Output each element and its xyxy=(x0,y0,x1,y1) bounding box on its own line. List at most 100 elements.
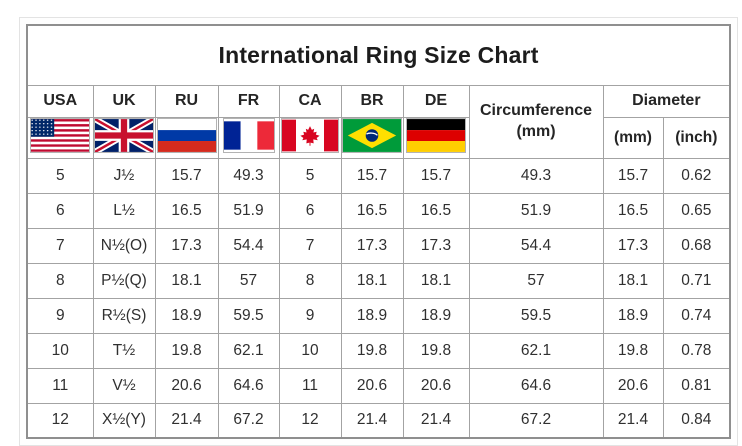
cell-diameter-mm: 21.4 xyxy=(602,402,664,439)
cell-ru-size: 19.8 xyxy=(154,332,219,369)
cell-ca-size: 8 xyxy=(278,262,342,299)
cell-usa-size: 8 xyxy=(26,262,94,299)
fr-flag-icon xyxy=(222,118,275,153)
cell-ca-size: 11 xyxy=(278,367,342,404)
cell-ca-size: 10 xyxy=(278,332,342,369)
cell-diameter-inch: 0.68 xyxy=(662,227,731,264)
table-row: 7 N½(O) 17.3 54.4 7 17.3 17.3 54.4 17.3 … xyxy=(26,227,731,264)
chart-frame: International Ring Size Chart USA UK RU … xyxy=(19,17,739,446)
us-flag-icon xyxy=(30,118,91,153)
table-row: 6 L½ 16.5 51.9 6 16.5 16.5 51.9 16.5 0.6… xyxy=(26,192,731,229)
cell-usa-size: 7 xyxy=(26,227,94,264)
cell-br-size: 17.3 xyxy=(340,227,404,264)
country-codes-row: USA UK RU FR CA BR DE Circumference (mm)… xyxy=(26,84,731,159)
table-row: 11 V½ 20.6 64.6 11 20.6 20.6 64.6 20.6 0… xyxy=(26,367,731,404)
cell-usa-size: 6 xyxy=(26,192,94,229)
column-header-circumference: Circumference (mm) xyxy=(468,84,604,159)
page-title: International Ring Size Chart xyxy=(26,24,731,86)
cell-diameter-mm: 17.3 xyxy=(602,227,664,264)
cell-de-size: 21.4 xyxy=(402,402,470,439)
cell-ca-size: 5 xyxy=(278,157,342,194)
cell-fr-size: 64.6 xyxy=(217,367,280,404)
cell-de-size: 18.9 xyxy=(402,297,470,334)
ring-size-table: International Ring Size Chart USA UK RU … xyxy=(26,24,732,439)
table-row: 5 J½ 15.7 49.3 5 15.7 15.7 49.3 15.7 0.6… xyxy=(26,157,731,194)
cell-usa-size: 9 xyxy=(26,297,94,334)
flag-cell-fr xyxy=(217,116,280,159)
cell-ca-size: 7 xyxy=(278,227,342,264)
cell-circumference-mm: 67.2 xyxy=(468,402,604,439)
cell-de-size: 19.8 xyxy=(402,332,470,369)
cell-fr-size: 54.4 xyxy=(217,227,280,264)
column-header-diameter-mm: (mm) xyxy=(602,116,664,159)
cell-fr-size: 57 xyxy=(217,262,280,299)
cell-diameter-mm: 19.8 xyxy=(602,332,664,369)
cell-uk-size: R½(S) xyxy=(92,297,156,334)
uk-flag-icon xyxy=(94,118,154,153)
cell-de-size: 16.5 xyxy=(402,192,470,229)
cell-fr-size: 62.1 xyxy=(217,332,280,369)
cell-usa-size: 11 xyxy=(26,367,94,404)
cell-uk-size: N½(O) xyxy=(92,227,156,264)
cell-ru-size: 21.4 xyxy=(154,402,219,439)
cell-circumference-mm: 51.9 xyxy=(468,192,604,229)
cell-uk-size: P½(Q) xyxy=(92,262,156,299)
cell-fr-size: 59.5 xyxy=(217,297,280,334)
cell-usa-size: 5 xyxy=(26,157,94,194)
cell-diameter-inch: 0.78 xyxy=(662,332,731,369)
flag-cell-ca xyxy=(278,116,342,159)
cell-de-size: 17.3 xyxy=(402,227,470,264)
cell-uk-size: L½ xyxy=(92,192,156,229)
cell-ca-size: 6 xyxy=(278,192,342,229)
flag-cell-usa xyxy=(26,116,94,159)
cell-diameter-inch: 0.81 xyxy=(662,367,731,404)
table-row: 9 R½(S) 18.9 59.5 9 18.9 18.9 59.5 18.9 … xyxy=(26,297,731,334)
cell-diameter-inch: 0.74 xyxy=(662,297,731,334)
flag-cell-uk xyxy=(92,116,156,159)
cell-ru-size: 20.6 xyxy=(154,367,219,404)
cell-ru-size: 16.5 xyxy=(154,192,219,229)
cell-circumference-mm: 49.3 xyxy=(468,157,604,194)
cell-br-size: 20.6 xyxy=(340,367,404,404)
column-header-fr: FR xyxy=(217,84,280,118)
cell-br-size: 21.4 xyxy=(340,402,404,439)
flag-cell-de xyxy=(402,116,470,159)
cell-diameter-inch: 0.65 xyxy=(662,192,731,229)
cell-uk-size: V½ xyxy=(92,367,156,404)
cell-diameter-inch: 0.71 xyxy=(662,262,731,299)
br-flag-icon xyxy=(342,118,402,153)
cell-br-size: 15.7 xyxy=(340,157,404,194)
column-header-diameter: Diameter xyxy=(602,84,731,118)
flag-cell-br xyxy=(340,116,404,159)
cell-diameter-mm: 15.7 xyxy=(602,157,664,194)
cell-diameter-mm: 20.6 xyxy=(602,367,664,404)
table-row: 12 X½(Y) 21.4 67.2 12 21.4 21.4 67.2 21.… xyxy=(26,402,731,439)
cell-circumference-mm: 59.5 xyxy=(468,297,604,334)
circumference-label: Circumference xyxy=(479,102,593,120)
cell-br-size: 18.9 xyxy=(340,297,404,334)
cell-diameter-mm: 18.1 xyxy=(602,262,664,299)
column-header-br: BR xyxy=(340,84,404,118)
cell-diameter-inch: 0.62 xyxy=(662,157,731,194)
cell-circumference-mm: 62.1 xyxy=(468,332,604,369)
cell-circumference-mm: 64.6 xyxy=(468,367,604,404)
cell-diameter-mm: 18.9 xyxy=(602,297,664,334)
de-flag-icon xyxy=(406,118,466,153)
cell-ru-size: 15.7 xyxy=(154,157,219,194)
cell-uk-size: T½ xyxy=(92,332,156,369)
table-body: 5 J½ 15.7 49.3 5 15.7 15.7 49.3 15.7 0.6… xyxy=(26,157,731,439)
column-header-de: DE xyxy=(402,84,470,118)
circumference-unit: (mm) xyxy=(516,122,556,140)
cell-de-size: 20.6 xyxy=(402,367,470,404)
column-header-usa: USA xyxy=(26,84,94,118)
cell-br-size: 18.1 xyxy=(340,262,404,299)
cell-ca-size: 12 xyxy=(278,402,342,439)
cell-br-size: 19.8 xyxy=(340,332,404,369)
cell-usa-size: 12 xyxy=(26,402,94,439)
flags-row: (mm) (inch) xyxy=(26,116,731,159)
table-row: 8 P½(Q) 18.1 57 8 18.1 18.1 57 18.1 0.71 xyxy=(26,262,731,299)
cell-fr-size: 51.9 xyxy=(217,192,280,229)
flag-cell-ru xyxy=(154,116,219,159)
title-row: International Ring Size Chart xyxy=(26,24,731,86)
